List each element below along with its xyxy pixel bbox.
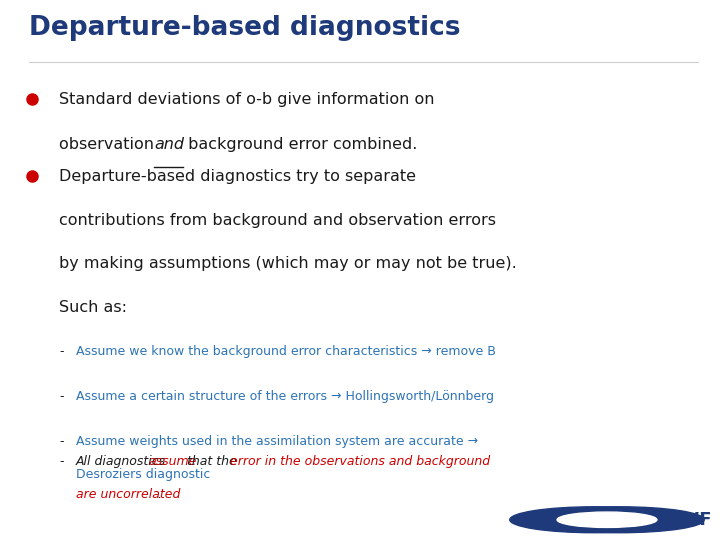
Text: ECMWF: ECMWF — [636, 511, 712, 529]
Text: Standard deviations of o-b give information on: Standard deviations of o-b give informat… — [59, 92, 435, 107]
Text: -: - — [59, 345, 63, 358]
Text: NWP SAF training course 2019: Observation errors: NWP SAF training course 2019: Observatio… — [14, 515, 278, 525]
Text: error in the observations and background: error in the observations and background — [230, 455, 490, 468]
Text: Departure-based diagnostics: Departure-based diagnostics — [29, 15, 460, 41]
Text: and: and — [154, 137, 184, 152]
Circle shape — [557, 512, 657, 528]
Text: by making assumptions (which may or may not be true).: by making assumptions (which may or may … — [59, 256, 517, 271]
Text: observation: observation — [59, 137, 159, 152]
Text: All diagnostics: All diagnostics — [76, 455, 170, 468]
Circle shape — [510, 507, 678, 532]
Text: Departure-based diagnostics try to separate: Departure-based diagnostics try to separ… — [59, 169, 416, 184]
Text: -: - — [59, 435, 63, 448]
Text: background error combined.: background error combined. — [183, 137, 418, 152]
Circle shape — [536, 507, 704, 532]
Text: -: - — [59, 390, 63, 403]
Text: assume: assume — [148, 455, 197, 468]
Text: that the: that the — [183, 455, 240, 468]
Text: Desroziers diagnostic: Desroziers diagnostic — [76, 469, 210, 482]
Text: .: . — [158, 488, 162, 501]
Text: -: - — [59, 455, 63, 468]
Text: Assume a certain structure of the errors → Hollingsworth/Lönnberg: Assume a certain structure of the errors… — [76, 390, 494, 403]
Text: contributions from background and observation errors: contributions from background and observ… — [59, 213, 496, 228]
Text: Assume we know the background error characteristics → remove B: Assume we know the background error char… — [76, 345, 495, 358]
Text: Assume weights used in the assimilation system are accurate →: Assume weights used in the assimilation … — [76, 435, 478, 448]
Text: are uncorrelated: are uncorrelated — [76, 488, 180, 501]
Text: Such as:: Such as: — [59, 300, 127, 315]
